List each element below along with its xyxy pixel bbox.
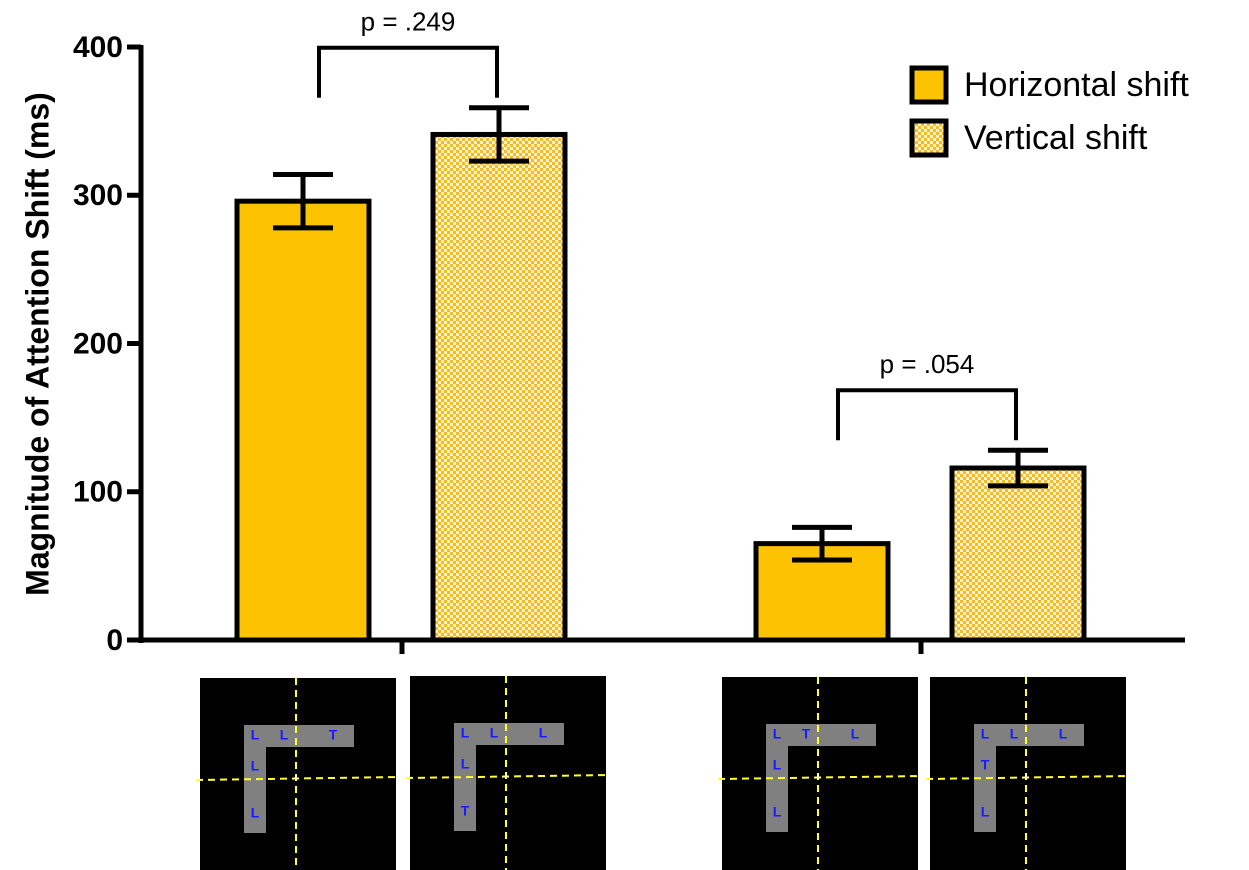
stimulus-letter: L xyxy=(251,727,260,743)
panel-background xyxy=(722,677,918,870)
stimulus-panel: +L L LLT xyxy=(405,676,611,870)
stimulus-letter: T xyxy=(981,757,990,773)
panel-background xyxy=(200,678,396,870)
stimulus-letter: L xyxy=(773,726,782,742)
panel-background xyxy=(410,676,606,870)
bar xyxy=(430,131,568,643)
stimulus-letter: L xyxy=(981,804,990,820)
error-bar xyxy=(469,105,529,164)
stimulus-letter: L xyxy=(251,758,260,774)
stimulus-letter: L xyxy=(490,725,499,741)
bracket xyxy=(317,45,499,98)
fixation-cross: + xyxy=(502,769,509,783)
gray-arm xyxy=(454,723,476,831)
y-tick-label: 100 xyxy=(73,476,123,509)
gray-arm xyxy=(974,724,1084,746)
panel-background xyxy=(930,677,1126,870)
gray-arm xyxy=(244,725,266,833)
legend-label: Vertical shift xyxy=(964,119,1148,157)
legend-label: Horizontal shift xyxy=(964,66,1189,104)
fixation-cross: + xyxy=(292,771,299,785)
fixation-cross: + xyxy=(814,770,821,784)
y-tick-label: 0 xyxy=(106,624,123,657)
stimulus-letter: L xyxy=(251,805,260,821)
fixation-line xyxy=(405,774,611,779)
stimulus-letter: L xyxy=(539,725,548,741)
gray-arm xyxy=(766,724,788,832)
stimulus-letter: T xyxy=(461,803,470,819)
fixation-line xyxy=(195,776,401,781)
gray-arm xyxy=(244,725,354,747)
annotation: p = .054 xyxy=(880,349,975,379)
y-axis-label: Magnitude of Attention Shift (ms) xyxy=(19,92,55,596)
error-bar xyxy=(792,524,852,563)
stimulus-letter: T xyxy=(802,726,811,742)
bar xyxy=(234,198,372,643)
stimulus-letter: L xyxy=(461,756,470,772)
y-tick-label: 400 xyxy=(73,31,123,64)
stimulus-letter: T xyxy=(329,727,338,743)
stimulus-letter: L xyxy=(1059,726,1068,742)
error-bar xyxy=(273,171,333,231)
legend-swatch xyxy=(909,118,949,158)
stimulus-letter: L xyxy=(981,726,990,742)
stimulus-letter: L xyxy=(851,726,860,742)
annotation: p = .249 xyxy=(361,7,456,37)
gray-arm xyxy=(454,723,564,745)
fixation-line xyxy=(717,775,923,780)
stimulus-letter: L xyxy=(1010,726,1019,742)
legend-swatch xyxy=(909,65,949,105)
fixation-cross: + xyxy=(1022,770,1029,784)
gray-arm xyxy=(974,724,996,832)
y-tick-label: 200 xyxy=(73,327,123,360)
bracket xyxy=(836,388,1018,441)
fixation-line xyxy=(925,775,1131,780)
stimulus-letter: L xyxy=(773,757,782,773)
gray-arm xyxy=(766,724,876,746)
stimulus-panel: +L T LLL xyxy=(717,677,923,870)
stimulus-panel: +L L LTL xyxy=(925,677,1131,870)
bar xyxy=(949,465,1087,643)
y-tick-label: 300 xyxy=(73,179,123,212)
error-bar xyxy=(988,447,1048,489)
stimulus-letter: L xyxy=(461,725,470,741)
stimulus-letter: L xyxy=(773,804,782,820)
stimulus-letter: L xyxy=(280,727,289,743)
stimulus-panel: +L L TLL xyxy=(195,678,401,870)
